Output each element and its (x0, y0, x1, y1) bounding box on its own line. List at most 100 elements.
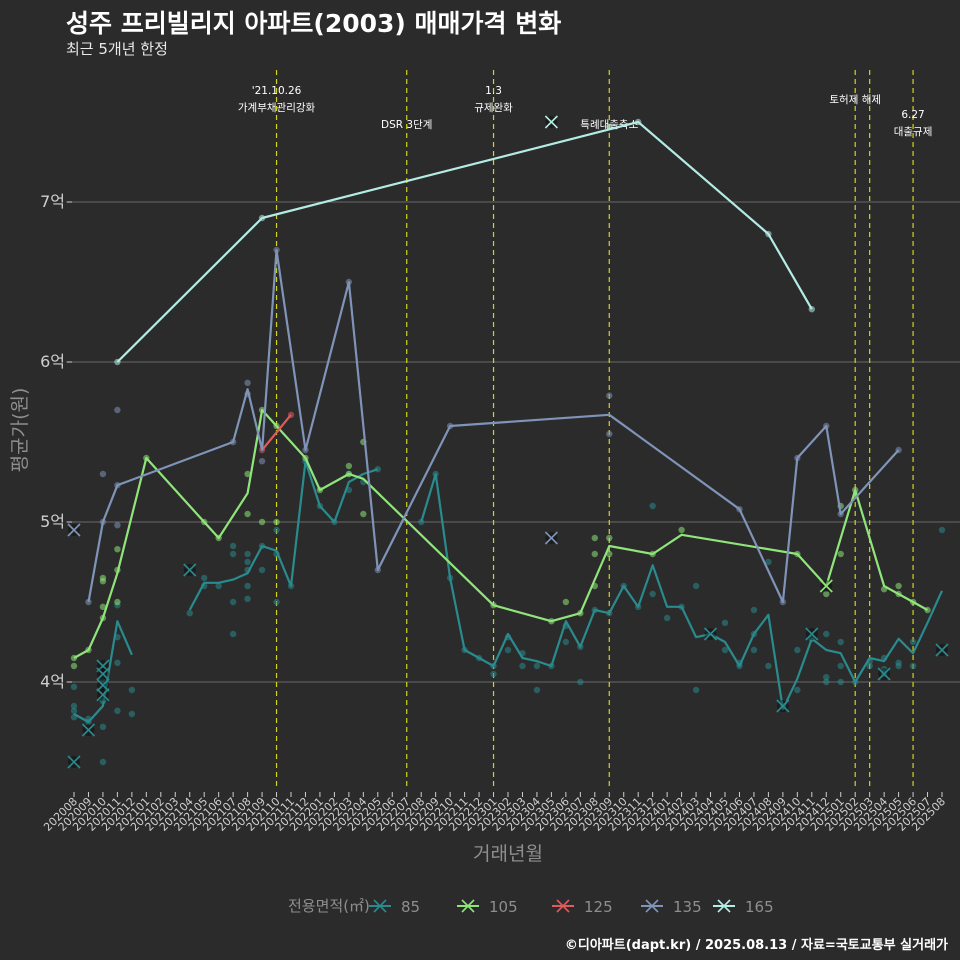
data-point-85 (837, 638, 844, 646)
data-point-105 (273, 518, 280, 526)
legend-label-125: 125 (584, 898, 613, 916)
legend-title: 전용면적(㎡) (288, 897, 370, 915)
cross-marker-105 (819, 579, 833, 593)
legend-key-cross (645, 899, 659, 913)
data-point-105 (591, 550, 598, 558)
legend-key-cross (461, 899, 475, 913)
cross-marker-85 (183, 563, 197, 577)
data-point-85 (721, 646, 729, 654)
legend-label-165: 165 (745, 898, 774, 916)
data-point-105 (244, 510, 251, 518)
data-point-85 (229, 550, 237, 558)
data-point-85 (244, 595, 251, 602)
cross-marker-85 (81, 723, 96, 737)
cross-marker-85 (935, 643, 949, 657)
data-point-135 (114, 522, 121, 529)
data-point-85 (823, 674, 830, 681)
series-line-85 (420, 472, 944, 711)
series-line-85 (188, 460, 379, 611)
data-point-105 (606, 534, 613, 542)
data-point-85 (765, 662, 772, 670)
data-point-85 (504, 646, 512, 654)
data-point-85 (823, 678, 830, 686)
event-annotation: 토허제 해제 (829, 93, 881, 106)
policy-event-lines (275, 70, 914, 790)
cross-marker-85 (96, 688, 110, 702)
event-annotation: 대출규제 (894, 126, 933, 138)
y-tick-label: 6억 (40, 352, 65, 371)
data-point-135 (85, 598, 92, 606)
data-point-85 (794, 686, 801, 694)
data-point-85 (186, 610, 193, 617)
chart-subtitle: 최근 5개년 한정 (66, 40, 168, 58)
data-point-85 (99, 723, 107, 730)
data-point-105 (258, 518, 266, 526)
cross-marker-85 (703, 627, 718, 641)
data-point-135 (606, 392, 613, 399)
data-point-85 (229, 542, 237, 550)
data-point-105 (823, 590, 830, 598)
series-165 (114, 115, 815, 366)
cross-marker-135 (544, 531, 558, 545)
legend-label-105: 105 (489, 898, 518, 916)
y-tick-label: 4억 (40, 672, 65, 691)
data-point-105 (114, 546, 121, 553)
event-annotation: 가계부채관리강화 (238, 102, 316, 114)
data-point-85 (938, 526, 946, 534)
data-point-105 (562, 598, 570, 606)
legend-key-cross (373, 899, 387, 913)
cross-marker-135 (67, 523, 81, 537)
event-annotation: DSR 3단계 (381, 119, 432, 131)
data-point-85 (244, 550, 251, 558)
data-point-85 (765, 558, 772, 566)
series-85 (67, 458, 949, 769)
data-point-85 (201, 574, 208, 582)
data-point-85 (649, 590, 656, 598)
data-point-85 (721, 619, 729, 626)
data-point-85 (794, 646, 801, 654)
legend-label-85: 85 (401, 898, 420, 916)
data-point-85 (692, 686, 700, 694)
cross-marker-85 (805, 627, 819, 641)
data-point-135 (606, 430, 613, 438)
data-point-85 (273, 598, 280, 606)
chart-title: 성주 프리빌리지 아파트(2003) 매매가격 변화 (66, 9, 562, 38)
data-point-85 (258, 566, 266, 574)
data-point-105 (678, 526, 685, 534)
data-point-85 (533, 662, 541, 670)
cross-marker-85 (877, 667, 891, 681)
data-point-85 (215, 582, 222, 590)
legend-key-cross (717, 899, 731, 913)
data-point-85 (128, 686, 136, 694)
event-annotation: 1.3 (485, 85, 502, 97)
event-annotation: '21.10.26 (252, 85, 302, 97)
series-line-135 (87, 248, 900, 604)
data-point-135 (258, 458, 266, 465)
series-layer (67, 115, 949, 769)
cross-marker-165 (544, 115, 558, 129)
x-axis: 2020082020092020102020112020122021012021… (41, 792, 948, 834)
source-credit: ©디아파트(dapt.kr) / 2025.08.13 / 자료=국토교통부 실… (564, 938, 948, 953)
series-105 (70, 406, 931, 670)
data-point-85 (577, 678, 584, 686)
data-point-105 (360, 510, 367, 518)
cross-marker-85 (96, 678, 110, 692)
data-point-105 (99, 603, 107, 610)
data-point-85 (562, 638, 570, 646)
data-point-85 (533, 686, 541, 694)
data-point-85 (895, 659, 902, 666)
event-annotation: 6.27 (901, 109, 924, 121)
data-point-105 (345, 462, 353, 470)
data-point-85 (99, 758, 107, 766)
data-point-85 (909, 662, 917, 670)
data-point-85 (909, 638, 917, 646)
data-point-135 (99, 470, 107, 478)
data-point-105 (895, 582, 902, 590)
y-axis-title: 평균가(원) (9, 388, 31, 473)
data-point-85 (70, 707, 78, 714)
x-axis-title: 거래년월 (473, 843, 543, 865)
data-point-85 (866, 662, 873, 670)
legend: 전용면적(㎡) 85 105 125 135 165 (288, 897, 774, 916)
series-line-165 (116, 120, 813, 363)
